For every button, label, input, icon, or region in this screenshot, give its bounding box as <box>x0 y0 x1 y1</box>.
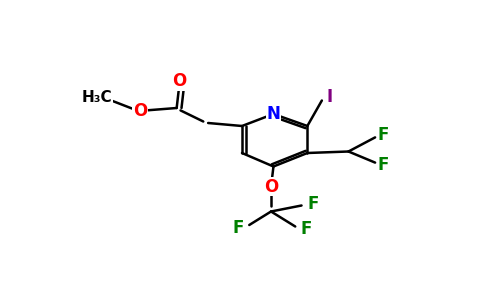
Text: F: F <box>300 220 312 238</box>
Text: I: I <box>326 88 332 106</box>
Text: F: F <box>233 219 244 237</box>
Text: O: O <box>264 178 278 196</box>
Text: F: F <box>307 195 319 213</box>
Text: H₃C: H₃C <box>81 90 112 105</box>
Text: O: O <box>133 102 148 120</box>
Text: F: F <box>378 126 389 144</box>
Text: F: F <box>378 156 389 174</box>
Text: N: N <box>267 105 280 123</box>
Text: O: O <box>172 72 186 90</box>
